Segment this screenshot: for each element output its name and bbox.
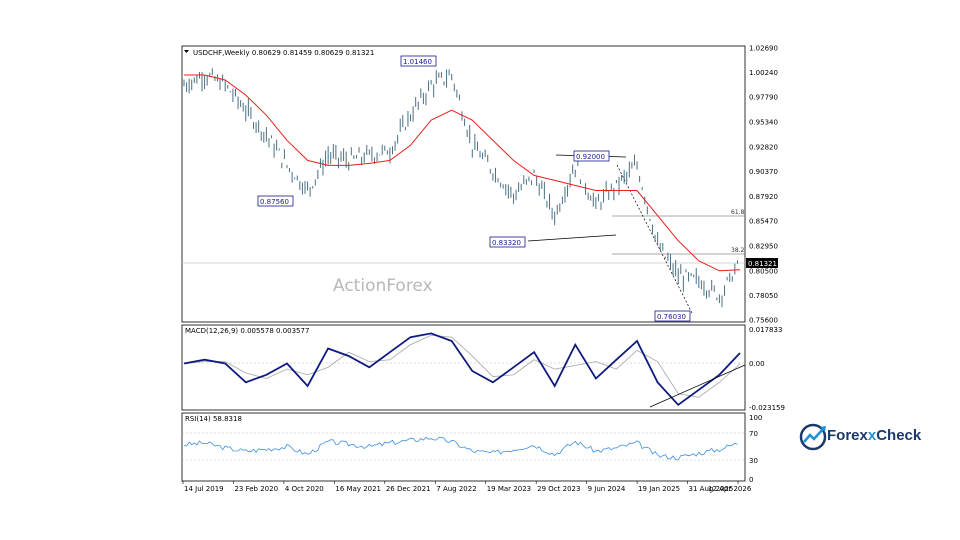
ma-line bbox=[184, 74, 741, 272]
level-low3: 0.76030 bbox=[654, 310, 691, 322]
time-tick-label: 14 Jul 2019 bbox=[184, 485, 224, 493]
rsi-header: RSI(14) 58.8318 bbox=[185, 415, 242, 423]
collapse-triangle-icon[interactable] bbox=[184, 50, 189, 53]
time-tick-label: 4 Oct 2020 bbox=[285, 485, 324, 493]
brand-part-a: Forex bbox=[827, 427, 868, 444]
main-panel bbox=[181, 45, 746, 323]
time-tick-label: 31 Aug 2025 bbox=[689, 485, 734, 493]
price-tick-label: 0.87920 bbox=[749, 193, 778, 201]
rsi-line bbox=[183, 436, 738, 461]
price-tick-label: 0.80500 bbox=[749, 267, 778, 275]
rsi-label-70: 70 bbox=[749, 430, 758, 438]
current-price-tag: 0.81321 bbox=[746, 258, 778, 268]
macd-trend-line bbox=[649, 364, 746, 408]
price-tick-label: 0.95340 bbox=[749, 118, 778, 126]
level-high: 1.01460 bbox=[400, 55, 437, 67]
fib-618-label: 61.8 bbox=[731, 209, 745, 216]
price-tick-label: 0.85470 bbox=[749, 217, 778, 225]
svg-text:0.76030: 0.76030 bbox=[657, 313, 686, 321]
svg-text:0.92000: 0.92000 bbox=[576, 153, 605, 161]
price-tick-label: 0.75600 bbox=[749, 317, 778, 325]
price-tick-label: 1.02690 bbox=[749, 45, 778, 53]
macd-header: MACD(12,26,9) 0.005578 0.003577 bbox=[185, 327, 309, 335]
forexcheck-brand: ForexxCheck bbox=[827, 427, 921, 444]
svg-text:1.01460: 1.01460 bbox=[403, 58, 432, 66]
svg-text:0.87560: 0.87560 bbox=[260, 198, 289, 206]
price-axis: 1.02690 1.00240 0.97790 0.95340 0.92820 0.903… bbox=[749, 45, 778, 325]
time-tick-label: 19 Jan 2025 bbox=[638, 485, 680, 493]
price-tick-label: 0.97790 bbox=[749, 94, 778, 102]
rsi-label-30: 30 bbox=[749, 457, 758, 465]
watermark: ActionForex bbox=[333, 276, 433, 296]
time-tick-label: 26 Dec 2021 bbox=[386, 485, 431, 493]
macd-label-top: 0.017833 bbox=[749, 326, 782, 334]
brand-part-x: x bbox=[867, 427, 877, 444]
level-low1: 0.87560 bbox=[257, 195, 294, 207]
time-tick-label: 7 Aug 2022 bbox=[436, 485, 476, 493]
level-mid-high: 0.92000 bbox=[573, 150, 610, 162]
forexcheck-logo-icon bbox=[799, 423, 827, 451]
price-tick-label: 0.90370 bbox=[749, 168, 778, 176]
time-tick-label: 23 Feb 2020 bbox=[234, 485, 278, 493]
price-tick-label: 1.00240 bbox=[749, 69, 778, 77]
macd-line bbox=[183, 332, 741, 407]
macd-signal-line bbox=[183, 334, 741, 398]
macd-label-bottom: -0.023159 bbox=[749, 404, 785, 412]
fib-382-label: 38.2 bbox=[731, 247, 745, 254]
price-tick-label: 0.92820 bbox=[749, 144, 778, 152]
svg-text:0.83320: 0.83320 bbox=[492, 239, 521, 247]
channel-bottom-line bbox=[527, 234, 617, 242]
time-axis: 14 Jul 2019 23 Feb 2020 4 Oct 2020 16 May 2… bbox=[182, 481, 752, 493]
svg-text:0.81321: 0.81321 bbox=[748, 260, 777, 268]
level-low2: 0.83320 bbox=[489, 236, 526, 248]
macd-label-zero: 0.00 bbox=[749, 360, 765, 368]
price-bars bbox=[183, 68, 738, 308]
rsi-label-100: 100 bbox=[749, 414, 762, 422]
symbol-header: USDCHF,Weekly 0.80629 0.81459 0.80629 0.… bbox=[193, 49, 374, 57]
time-tick-label: 12 Apr 2026 bbox=[708, 485, 752, 493]
brand-part-b: Check bbox=[876, 427, 922, 444]
time-tick-label: 9 Jun 2024 bbox=[588, 485, 626, 493]
price-tick-label: 0.82950 bbox=[749, 243, 778, 251]
price-tick-label: 0.78050 bbox=[749, 292, 778, 300]
rsi-label-0: 0 bbox=[749, 476, 753, 484]
macd-panel bbox=[181, 324, 746, 411]
time-tick-label: 16 May 2021 bbox=[335, 485, 381, 493]
time-tick-label: 19 Mar 2023 bbox=[487, 485, 531, 493]
time-tick-label: 29 Oct 2023 bbox=[537, 485, 580, 493]
